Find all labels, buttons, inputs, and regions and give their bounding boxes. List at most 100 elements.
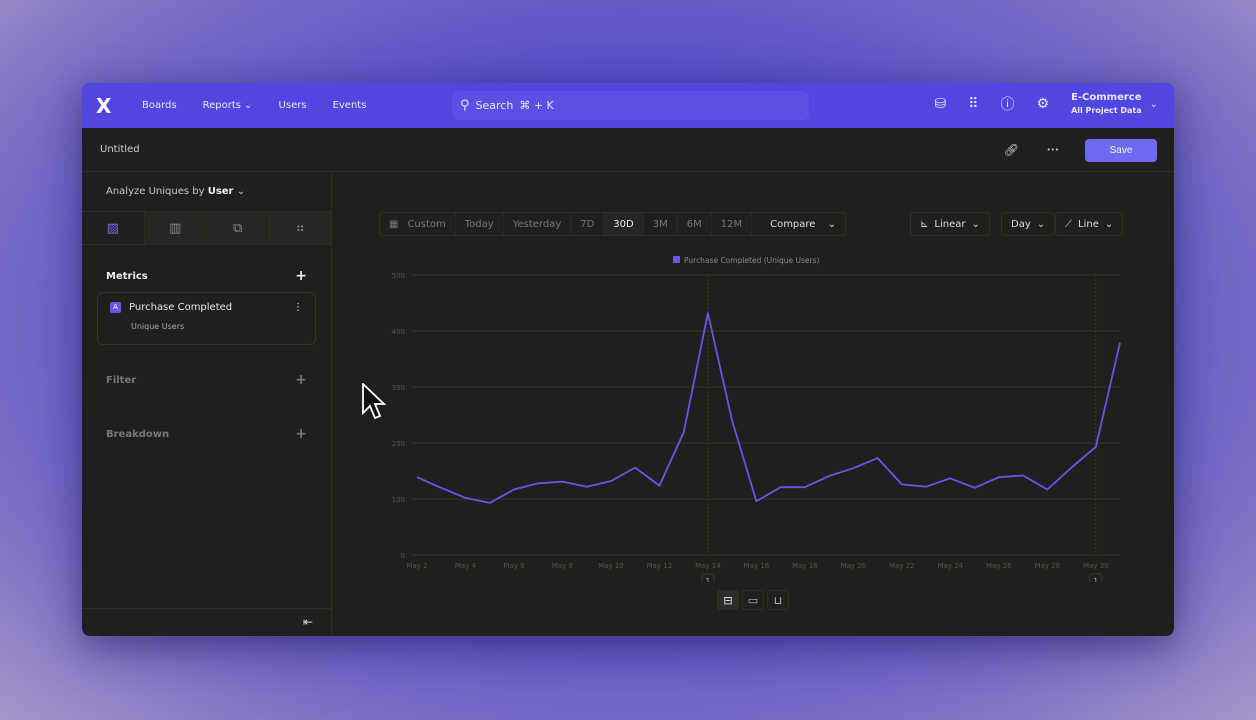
- x-tick-label: May 2: [406, 562, 427, 570]
- data-point: [488, 501, 491, 504]
- x-tick-label: May 14: [695, 562, 721, 570]
- table-only-icon[interactable]: ⊔: [767, 590, 789, 610]
- help-icon[interactable]: ⓘ: [1000, 97, 1015, 113]
- interval-dropdown[interactable]: Day ⌄: [1001, 212, 1056, 236]
- range-today[interactable]: Today: [454, 213, 503, 235]
- add-metric-icon[interactable]: +: [295, 268, 307, 284]
- search-label: Search: [475, 99, 514, 112]
- x-tick-label: May 28: [1034, 562, 1060, 570]
- database-icon[interactable]: ⛁: [934, 96, 947, 112]
- nav-users[interactable]: Users: [278, 100, 307, 111]
- axis-icon: ⊾: [920, 218, 929, 230]
- flows-tab-icon[interactable]: ⧉: [206, 212, 269, 244]
- chevron-down-icon: ⌄: [971, 218, 980, 230]
- kebab-menu-icon[interactable]: ⋮: [293, 302, 303, 313]
- add-filter-icon[interactable]: +: [295, 372, 307, 388]
- data-point: [755, 500, 758, 503]
- data-point: [1046, 488, 1049, 491]
- calendar-icon[interactable]: ▦: [389, 218, 399, 230]
- save-button[interactable]: Save: [1085, 139, 1157, 162]
- x-tick-label: May 18: [792, 562, 818, 570]
- range-30d[interactable]: 30D: [603, 213, 643, 235]
- add-breakdown-icon[interactable]: +: [295, 426, 307, 442]
- metric-badge: A: [110, 302, 121, 313]
- data-point: [731, 419, 734, 422]
- apps-grid-icon[interactable]: ⠿: [968, 96, 979, 112]
- nav-boards[interactable]: Boards: [142, 100, 177, 111]
- metric-sub: Unique Users: [131, 322, 185, 331]
- data-point: [900, 483, 903, 486]
- data-point: [634, 466, 637, 469]
- logo[interactable]: X: [96, 93, 112, 118]
- metric-name: Purchase Completed: [129, 302, 233, 313]
- analyze-by[interactable]: Analyze Uniques by User ⌄: [82, 172, 331, 211]
- x-tick-label: May 12: [647, 562, 673, 570]
- chevron-down-icon: ⌄: [244, 100, 253, 111]
- range-7d[interactable]: 7D: [570, 213, 603, 235]
- data-point: [512, 488, 515, 491]
- chevron-down-icon: ⌄: [1104, 218, 1114, 230]
- x-tick-label: May 20: [841, 562, 867, 570]
- chart-type-dropdown[interactable]: ⟋ Line ⌄: [1055, 212, 1124, 236]
- link-icon[interactable]: 🔗︎: [1003, 142, 1019, 157]
- data-point: [1094, 445, 1097, 448]
- chart-only-icon[interactable]: ▭: [742, 590, 764, 610]
- range-12m[interactable]: 12M: [710, 213, 751, 235]
- collapse-sidebar-icon[interactable]: ⇤: [82, 608, 331, 636]
- search-shortcut: ⌘ + K: [519, 99, 554, 112]
- retention-tab-icon[interactable]: ⠶: [268, 212, 331, 244]
- project-switcher[interactable]: E-Commerce All Project Data: [1071, 91, 1142, 117]
- data-point: [876, 457, 879, 460]
- top-nav: X Boards Reports ⌄ Users Events ⚲ Search…: [82, 83, 1174, 128]
- date-range-picker: ▦ Custom Today Yesterday 7D 30D 3M 6M 12…: [379, 212, 847, 236]
- interval-label: Day: [1011, 218, 1031, 230]
- chevron-down-icon: ⌄: [236, 186, 246, 197]
- data-point: [803, 486, 806, 489]
- split-view-icon[interactable]: ⊟: [717, 590, 739, 610]
- range-6m[interactable]: 6M: [676, 213, 711, 235]
- data-point: [828, 475, 831, 478]
- data-point: [1119, 341, 1122, 344]
- funnels-tab-icon[interactable]: ▥: [143, 212, 206, 244]
- range-3m[interactable]: 3M: [642, 213, 677, 235]
- y-tick-label: 100: [392, 496, 405, 504]
- data-point: [779, 486, 782, 489]
- metric-card[interactable]: A Purchase Completed ⋮ Unique Users: [97, 292, 316, 345]
- x-tick-label: May 8: [552, 562, 573, 570]
- metrics-label: Metrics: [106, 271, 148, 282]
- x-tick-label: May 22: [889, 562, 915, 570]
- gear-icon[interactable]: ⚙: [1036, 96, 1050, 112]
- nav-reports-label: Reports: [202, 100, 241, 111]
- data-point: [585, 485, 588, 488]
- analyze-label: Analyze Uniques by: [106, 186, 205, 197]
- compare-dropdown[interactable]: Compare ⌄: [751, 213, 845, 235]
- nav-reports[interactable]: Reports ⌄: [203, 100, 253, 111]
- insights-tab-icon[interactable]: ▨: [82, 212, 144, 244]
- annotation-marker: [1089, 573, 1103, 582]
- data-point: [658, 484, 661, 487]
- nav-events[interactable]: Events: [332, 100, 367, 111]
- chart-type-label: Line: [1078, 218, 1099, 230]
- legend-label: Purchase Completed (Unique Users): [684, 256, 819, 265]
- search-bar[interactable]: ⚲ Search ⌘ + K: [452, 91, 809, 120]
- breakdown-label: Breakdown: [106, 429, 170, 440]
- y-tick-label: 200: [392, 440, 405, 448]
- chevron-down-icon[interactable]: ⌄: [1149, 98, 1158, 110]
- range-yesterday[interactable]: Yesterday: [502, 213, 571, 235]
- report-title[interactable]: Untitled: [100, 144, 140, 155]
- x-tick-label: May 4: [455, 562, 477, 570]
- range-custom[interactable]: Custom: [407, 218, 446, 230]
- data-point: [973, 486, 976, 489]
- more-button[interactable]: •••: [1046, 145, 1059, 154]
- y-tick-label: 400: [392, 328, 405, 336]
- data-point: [706, 312, 709, 315]
- x-tick-label: May 6: [503, 562, 525, 570]
- data-point: [925, 485, 928, 488]
- x-tick-label: May 26: [986, 562, 1012, 570]
- sidebar: Analyze Uniques by User ⌄ ▨ ▥ ⧉ ⠶ Metric…: [82, 172, 332, 636]
- line-chart: 0 100 200 300 400 500 1 1 May 2 May 4 May 6 May 8 Ma…: [392, 256, 1122, 582]
- scale-dropdown[interactable]: ⊾ Linear ⌄: [910, 212, 990, 236]
- compare-label: Compare: [770, 218, 816, 230]
- chevron-down-icon: ⌄: [1036, 218, 1046, 230]
- annotation-marker: [701, 573, 715, 582]
